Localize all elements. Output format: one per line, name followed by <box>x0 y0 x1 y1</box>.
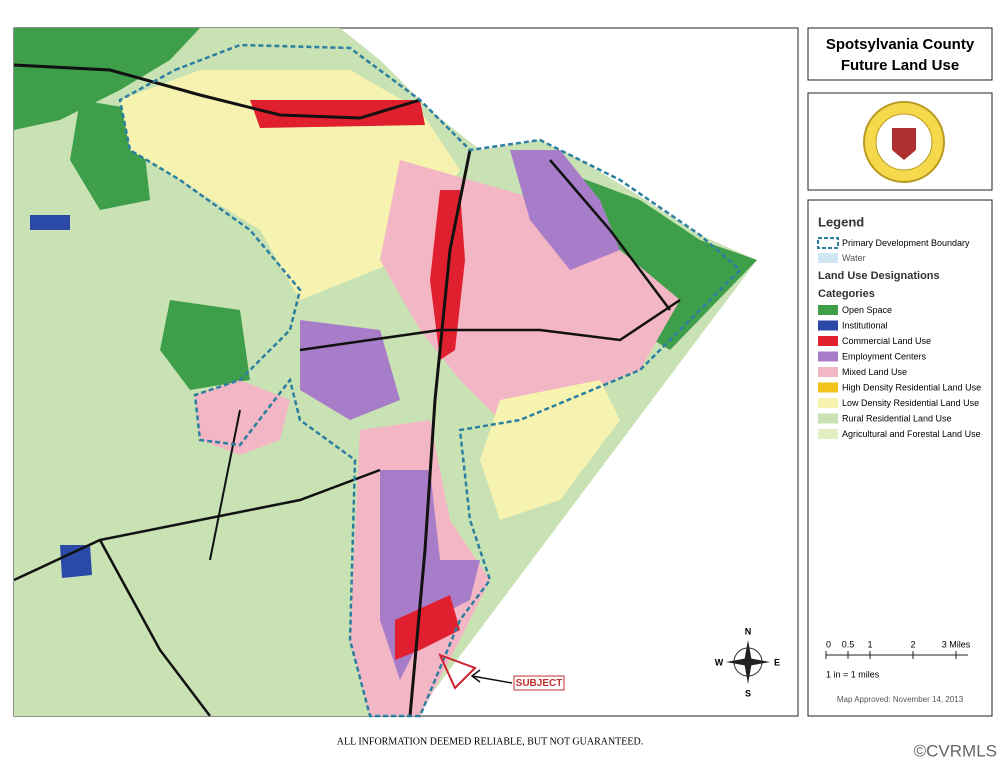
category-swatch <box>818 320 838 331</box>
map: SUBJECT N S E W <box>13 27 799 718</box>
category-swatch <box>818 351 838 362</box>
scale-label: 3 Miles <box>942 639 971 649</box>
scale: 0 0.5 1 2 3 Miles <box>825 639 971 659</box>
category-swatch <box>818 367 838 377</box>
open-space <box>14 28 200 130</box>
road <box>408 149 472 717</box>
scale-label: 2 <box>910 639 915 649</box>
approved: Map Approved: November 14, 2013 <box>837 695 964 704</box>
category-label: Institutional <box>842 320 888 330</box>
category-label: Agricultural and Forestal Land Use <box>842 429 981 439</box>
subject-label: SUBJECT <box>516 678 563 689</box>
development-boundary <box>118 43 742 718</box>
county-seal <box>892 128 916 160</box>
category-label: Rural Residential Land Use <box>842 413 952 423</box>
category-label: High Density Residential Land Use <box>842 382 981 392</box>
subject-box <box>513 675 565 691</box>
category-swatch <box>818 413 838 424</box>
open-space <box>560 170 757 350</box>
scale-label: 0.5 <box>842 639 855 649</box>
road <box>209 409 241 561</box>
compass: N S E W <box>715 626 780 698</box>
road <box>549 159 671 311</box>
boundary-swatch <box>817 237 839 249</box>
compass-s: S <box>745 688 751 698</box>
compass-e: E <box>774 657 780 667</box>
subject-arrow <box>470 669 481 683</box>
category-label: Mixed Land Use <box>842 367 907 377</box>
road <box>299 298 681 352</box>
title: Future Land Use <box>841 57 959 74</box>
road <box>13 468 381 582</box>
category-label: Commercial Land Use <box>842 336 931 346</box>
institutional <box>30 215 70 230</box>
category-swatch <box>818 429 838 439</box>
institutional <box>60 545 92 578</box>
open-space <box>160 300 250 390</box>
category-swatch <box>818 398 838 408</box>
legend-title: Legend <box>818 214 864 229</box>
category-swatch <box>818 336 838 346</box>
employment <box>300 320 400 420</box>
category-label: Open Space <box>842 305 892 315</box>
scale-label: 1 <box>867 639 872 649</box>
compass-w: W <box>715 657 724 667</box>
low-density <box>480 380 620 520</box>
mixed-use <box>195 380 290 455</box>
legend-box <box>807 199 993 717</box>
road <box>98 539 211 717</box>
category-list: Open Space Institutional Commercial Land U… <box>818 305 981 439</box>
legend-label: Water <box>842 253 866 263</box>
category-label: Employment Centers <box>842 351 927 361</box>
scale-label: 0 <box>826 639 831 649</box>
commercial <box>395 595 460 660</box>
category-swatch <box>818 305 838 315</box>
commercial <box>250 100 425 128</box>
scale-ratio: 1 in = 1 miles <box>826 669 880 679</box>
title-box <box>807 27 993 81</box>
compass-n: N <box>745 626 752 636</box>
disclaimer: ALL INFORMATION DEEMED RELIABLE, BUT NOT… <box>337 736 643 747</box>
category-swatch <box>818 382 838 393</box>
title: Spotsylvania County <box>826 36 975 53</box>
road <box>13 63 421 120</box>
legend-heading: Categories <box>818 288 875 300</box>
subject-arrow <box>471 675 513 684</box>
employment <box>510 150 620 270</box>
subject-parcel <box>438 653 477 690</box>
legend-label: Primary Development Boundary <box>842 238 970 248</box>
compass-needle <box>726 658 770 666</box>
watermark: ©CVRMLS <box>914 741 997 760</box>
water-swatch <box>818 253 838 263</box>
category-label: Low Density Residential Land Use <box>842 398 979 408</box>
legend-heading: Land Use Designations <box>818 270 940 282</box>
low-density <box>120 70 460 300</box>
